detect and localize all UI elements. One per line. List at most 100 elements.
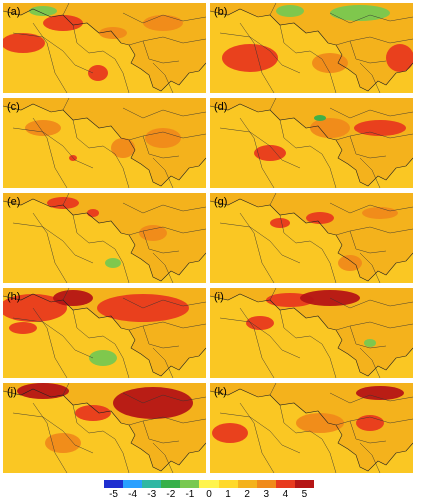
country-border <box>12 222 94 264</box>
panel-label: (a) <box>7 6 21 18</box>
anomaly-patch <box>145 128 181 148</box>
map-layer <box>210 288 413 378</box>
colorbar-swatch <box>104 480 124 488</box>
map-layer <box>210 383 413 473</box>
coastline <box>210 8 413 92</box>
panel-label: (j) <box>7 386 17 398</box>
colorbar-swatch <box>161 480 181 488</box>
ocean-region <box>210 294 413 378</box>
country-border <box>239 212 275 283</box>
country-border <box>239 402 275 473</box>
country-border <box>239 307 275 378</box>
panel-label: (g) <box>214 196 228 208</box>
country-border <box>102 145 130 188</box>
anomaly-patch <box>386 44 413 72</box>
country-border <box>279 214 311 244</box>
country-border <box>349 135 387 159</box>
country-border <box>102 430 130 473</box>
map-panel-g: (g) <box>210 193 413 283</box>
country-border <box>335 416 413 426</box>
anomaly-patch <box>362 207 398 219</box>
coastline <box>210 103 413 187</box>
country-border <box>152 157 174 188</box>
map-panel-c: (c) <box>3 98 206 188</box>
country-border <box>279 309 311 339</box>
map-layer <box>3 288 206 378</box>
country-border <box>309 145 337 188</box>
country-border <box>122 12 206 24</box>
colorbar-tick-label: 2 <box>244 489 250 500</box>
country-border <box>62 193 70 206</box>
country-border <box>219 127 301 169</box>
coastline <box>210 198 413 282</box>
map-panel-e: (e) <box>3 193 206 283</box>
anomaly-patch <box>212 423 248 443</box>
anomaly-patch <box>29 6 57 16</box>
colorbar <box>104 480 315 490</box>
colorbar-swatch <box>237 480 257 488</box>
country-border <box>359 347 381 378</box>
country-border <box>62 288 70 301</box>
map-panel-grid: (a) (b) (c) (d) (e) (g) (h) (i) (j) (k) <box>3 3 416 473</box>
country-border <box>349 325 387 349</box>
country-border <box>12 317 94 359</box>
anomaly-patch <box>338 255 362 271</box>
anomaly-patch <box>254 145 286 161</box>
colorbar-tick-label: 5 <box>301 489 308 500</box>
colorbar-swatch <box>142 480 162 488</box>
country-border <box>309 430 337 473</box>
anomaly-patch <box>25 120 61 136</box>
country-border <box>269 3 277 16</box>
anomaly-patch <box>356 386 404 400</box>
country-border <box>269 383 277 396</box>
anomaly-patch <box>75 405 111 421</box>
map-layer <box>3 98 206 188</box>
country-border <box>102 50 130 93</box>
map-layer <box>210 193 413 283</box>
country-border <box>152 347 174 378</box>
country-border <box>62 383 70 396</box>
anomaly-patch <box>139 225 167 241</box>
ocean-region <box>3 389 206 473</box>
ocean-region <box>210 199 413 283</box>
map-layer <box>210 3 413 93</box>
country-border <box>128 36 206 46</box>
anomaly-patch <box>314 115 326 121</box>
country-border <box>142 135 180 159</box>
country-border <box>72 309 104 339</box>
country-border <box>279 404 311 434</box>
country-border <box>128 226 206 236</box>
country-border <box>359 252 381 283</box>
panel-label: (e) <box>7 196 21 208</box>
country-border <box>279 24 311 54</box>
country-border <box>329 392 413 404</box>
anomaly-patch <box>9 322 37 334</box>
country-border <box>122 297 206 309</box>
country-border <box>12 412 94 454</box>
anomaly-patch <box>306 212 334 224</box>
country-border <box>128 321 206 331</box>
country-border <box>12 127 94 169</box>
country-border <box>32 402 68 473</box>
ocean-region <box>210 9 413 93</box>
country-border <box>349 420 387 444</box>
anomaly-patch <box>47 197 79 209</box>
colorbar-swatch <box>218 480 238 488</box>
country-border <box>72 404 104 434</box>
colorbar-tick-label: -1 <box>185 489 195 500</box>
map-panel-k: (k) <box>210 383 413 473</box>
country-border <box>335 226 413 236</box>
country-border <box>335 321 413 331</box>
anomaly-patch <box>111 138 135 158</box>
country-border <box>32 22 68 93</box>
colorbar-ticks: -5 -4 -3 -2 -1 0 1 2 3 4 5 <box>104 489 314 503</box>
ocean-region <box>3 199 206 283</box>
anomaly-patch <box>17 383 69 399</box>
anomaly-patch <box>105 258 121 268</box>
country-border <box>329 107 413 119</box>
map-layer <box>3 193 206 283</box>
coastline <box>3 103 206 187</box>
anomaly-patch <box>222 44 278 72</box>
country-border <box>32 117 68 188</box>
panel-label: (c) <box>7 101 20 113</box>
